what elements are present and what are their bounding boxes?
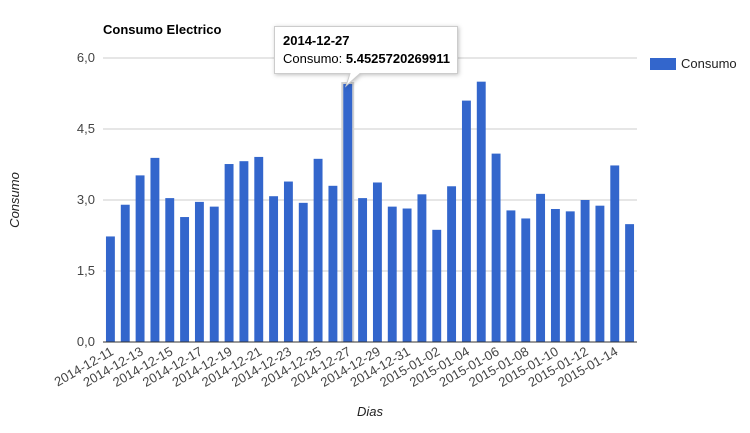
legend: Consumo [650, 56, 737, 71]
bar[interactable] [298, 202, 308, 342]
bar[interactable] [402, 208, 412, 342]
legend-label: Consumo [681, 56, 737, 71]
bar[interactable] [358, 198, 368, 342]
bar[interactable] [269, 196, 279, 342]
bar[interactable] [194, 201, 204, 342]
bar[interactable] [550, 208, 560, 342]
bar[interactable] [283, 181, 293, 342]
bar[interactable] [447, 186, 457, 342]
bar[interactable] [313, 158, 323, 342]
bar[interactable] [135, 175, 145, 342]
bar[interactable] [506, 210, 516, 342]
y-axis-label: Consumo [7, 172, 22, 228]
tooltip-value: 5.4525720269911 [346, 51, 450, 66]
bar[interactable] [239, 161, 249, 342]
bar[interactable] [387, 206, 397, 342]
bars [105, 81, 635, 343]
bar[interactable] [491, 153, 501, 342]
bar[interactable] [432, 229, 442, 342]
y-tick-label: 0,0 [77, 334, 95, 349]
bar[interactable] [536, 193, 546, 342]
bar[interactable] [209, 206, 219, 342]
x-axis-label: Dias [357, 404, 384, 419]
bar[interactable] [120, 204, 130, 342]
bar[interactable] [165, 198, 175, 342]
bar[interactable] [461, 100, 471, 342]
bar[interactable] [476, 81, 486, 343]
tooltip-box [274, 26, 458, 88]
bar[interactable] [254, 156, 264, 342]
bar[interactable] [625, 224, 635, 342]
y-tick-label: 3,0 [77, 192, 95, 207]
bar[interactable] [372, 182, 382, 342]
tooltip: 2014-12-27 Consumo: 5.4525720269911 [274, 26, 458, 88]
bar[interactable] [595, 205, 605, 342]
y-tick-labels: 0,0 1,5 3,0 4,5 6,0 [77, 50, 95, 349]
tooltip-date: 2014-12-27 [283, 33, 350, 48]
tooltip-line: Consumo: 5.4525720269911 [283, 51, 450, 66]
bar[interactable] [328, 185, 338, 342]
chart-title: Consumo Electrico [103, 22, 222, 37]
bar[interactable] [105, 236, 115, 342]
y-tick-label: 6,0 [77, 50, 95, 65]
tooltip-series-label: Consumo: [283, 51, 342, 66]
bar[interactable] [565, 211, 575, 342]
bar[interactable] [180, 217, 190, 342]
bar[interactable] [343, 84, 353, 343]
bar[interactable] [150, 157, 160, 342]
bar[interactable] [580, 200, 590, 342]
bar[interactable] [521, 218, 531, 342]
x-tick-labels: 2014-12-112014-12-132014-12-152014-12-17… [52, 344, 621, 390]
bar[interactable] [610, 165, 620, 342]
y-tick-label: 4,5 [77, 121, 95, 136]
bar[interactable] [224, 164, 234, 342]
bar[interactable] [417, 194, 427, 342]
y-tick-label: 1,5 [77, 263, 95, 278]
legend-swatch [650, 58, 676, 70]
